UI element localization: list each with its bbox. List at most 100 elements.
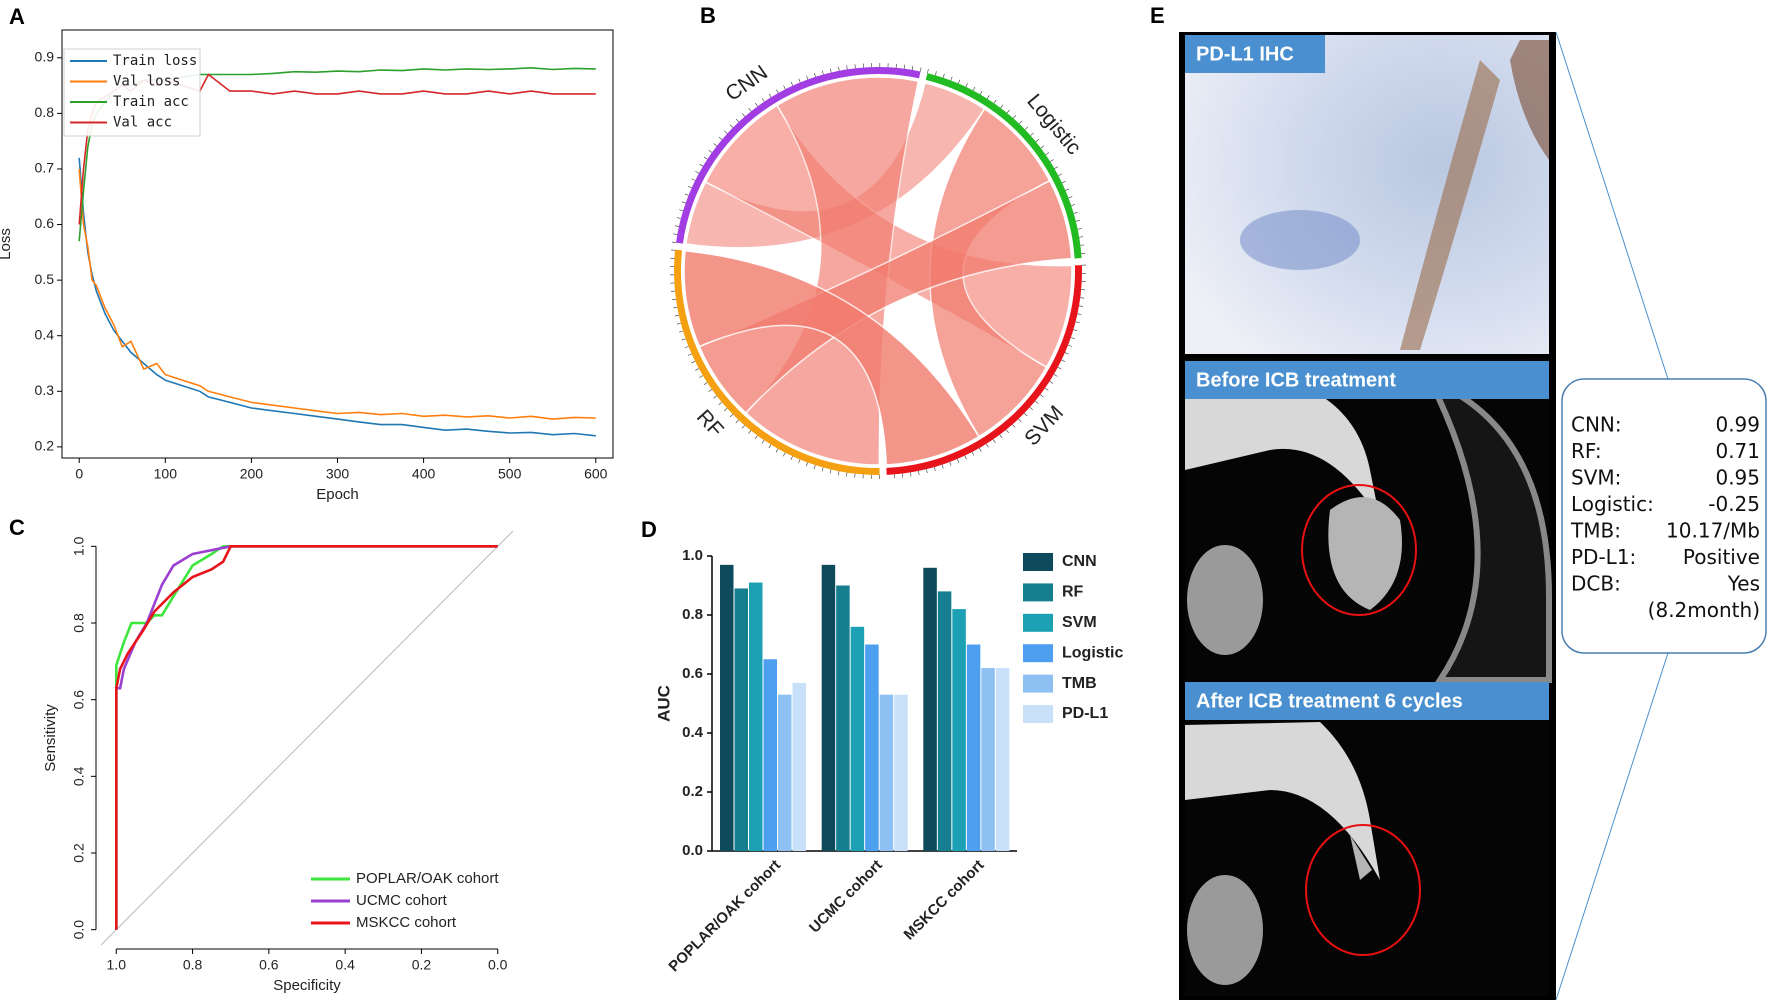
y-tick-label: 0.2 <box>682 783 703 800</box>
legend-label: Train acc <box>113 94 189 110</box>
ring-tick <box>671 241 677 243</box>
ring-tick <box>708 149 713 153</box>
ring-tick <box>986 443 989 448</box>
score-value: 0.71 <box>1715 439 1760 463</box>
ring-tick <box>699 375 704 378</box>
ring-tick <box>691 361 696 364</box>
bar <box>720 564 734 851</box>
ring-tick <box>821 70 824 75</box>
ring-tick <box>718 136 723 140</box>
y-tick-label: 0.4 <box>682 724 704 741</box>
y-tick-label: 0.6 <box>35 215 55 231</box>
ring-tick <box>741 425 745 429</box>
score-value: -0.25 <box>1708 492 1760 516</box>
series-line <box>115 545 498 930</box>
bar <box>923 567 937 851</box>
chord <box>698 179 1073 415</box>
score-value: Positive <box>1683 545 1760 569</box>
cells <box>1240 210 1360 270</box>
ring-tick <box>742 113 746 117</box>
legend-label: Logistic <box>1062 644 1123 661</box>
ring-tick <box>911 65 914 70</box>
x-tick-label: 0.0 <box>488 957 508 973</box>
ring-tick <box>910 472 912 477</box>
ring-tick <box>681 338 686 341</box>
legend-label: POPLAR/OAK cohort <box>356 870 499 887</box>
ring-tick <box>679 330 684 333</box>
ring-tick <box>798 78 801 83</box>
ring-tick <box>1057 366 1062 370</box>
legend-label: Val loss <box>113 74 180 90</box>
ring-tick <box>713 395 717 399</box>
ring-tick <box>1078 305 1084 307</box>
ring-tick <box>735 118 739 123</box>
series-line <box>78 168 596 420</box>
stain <box>1510 40 1549 160</box>
connector <box>1555 31 1669 380</box>
y-tick-label: 0.4 <box>71 766 87 786</box>
ring-tick <box>1035 139 1040 143</box>
group-label: RF <box>692 405 728 441</box>
y-tick-label: 0.6 <box>71 690 87 710</box>
score-key: RF: <box>1571 439 1602 463</box>
ring-tick <box>1064 352 1069 355</box>
ring-tick <box>1061 359 1066 362</box>
ring-tick <box>1050 159 1054 162</box>
series-line <box>115 545 498 930</box>
score-key: SVM: <box>1571 466 1621 490</box>
ring-tick <box>1065 188 1070 191</box>
ring-tick <box>1029 407 1034 411</box>
ring-tick <box>783 85 786 90</box>
panel-label: C <box>9 515 25 540</box>
ring-tick <box>1058 173 1063 176</box>
ring-tick <box>935 71 937 76</box>
ring-tick <box>671 298 676 301</box>
ring-tick <box>1040 145 1045 149</box>
group-arc <box>925 73 1082 259</box>
ring-tick <box>679 209 684 212</box>
x-tick-label: 0 <box>75 466 83 482</box>
ring-tick <box>775 89 779 94</box>
ring-tick <box>735 419 739 424</box>
spine <box>1187 545 1263 655</box>
ring-tick <box>676 322 681 325</box>
ring-tick <box>999 434 1003 439</box>
score-note: (8.2month) <box>1648 598 1760 622</box>
ring-tick <box>813 465 816 470</box>
y-tick-label: 0.2 <box>71 843 87 863</box>
ring-tick <box>919 67 922 72</box>
ring-tick <box>949 461 952 466</box>
ring-tick <box>1045 152 1050 156</box>
circle-marker <box>1301 484 1417 616</box>
y-tick-label: 0.4 <box>35 326 55 342</box>
legend-swatch <box>1023 553 1053 571</box>
ring-tick <box>903 64 906 69</box>
connector <box>1555 652 1669 1001</box>
y-tick-label: 1.0 <box>71 536 87 556</box>
ring-tick <box>718 401 722 405</box>
ring-tick <box>992 439 996 443</box>
panel-e: PD-L1 IHC Before ICB treatment After ICB… <box>1179 31 1767 1001</box>
legend-label: PD-L1 <box>1062 705 1108 722</box>
ring-tick <box>965 83 968 87</box>
ring-tick <box>1067 344 1072 347</box>
bar <box>778 694 792 851</box>
panel-label: E <box>1150 3 1165 28</box>
ring-tick <box>918 470 920 475</box>
ring-tick <box>768 93 772 98</box>
ring-tick <box>768 444 772 449</box>
ring-tick <box>1024 412 1028 417</box>
x-tick-label: 400 <box>412 466 436 482</box>
ring-tick <box>790 456 793 460</box>
series-line <box>78 157 596 437</box>
ring-tick <box>971 451 975 456</box>
x-axis-label: Epoch <box>316 486 359 503</box>
legend-label: Train loss <box>113 53 197 69</box>
tumor <box>1328 497 1402 610</box>
group-label: Logistic <box>1022 90 1085 159</box>
ring-tick <box>1061 181 1066 184</box>
ring-tick <box>1000 104 1004 109</box>
ring-tick <box>755 102 758 107</box>
ring-tick <box>695 171 700 174</box>
